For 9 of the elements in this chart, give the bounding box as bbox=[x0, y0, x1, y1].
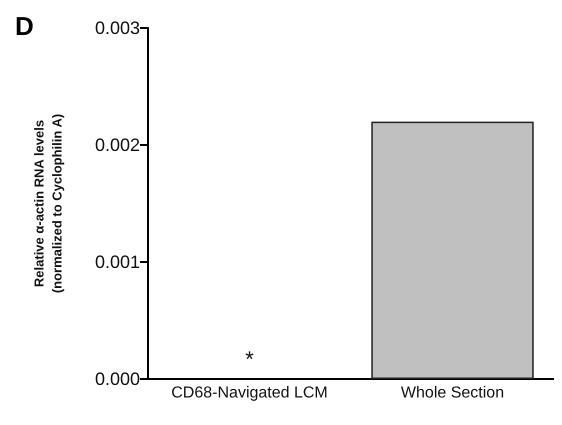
annotation: * bbox=[245, 346, 254, 372]
y-axis-title: Relative α-actin RNA levels (normalized to Cyclophilin A) bbox=[32, 114, 64, 294]
chart-title: D bbox=[15, 11, 34, 41]
x-tick-label: Whole Section bbox=[400, 384, 504, 402]
y-tick-label: 0.001 bbox=[94, 252, 140, 272]
y-tick-label: 0.003 bbox=[94, 18, 140, 38]
y-tick-label: 0.000 bbox=[94, 369, 140, 389]
x-tick-label: CD68-Navigated LCM bbox=[171, 384, 328, 402]
y-tick-label: 0.002 bbox=[94, 135, 140, 155]
